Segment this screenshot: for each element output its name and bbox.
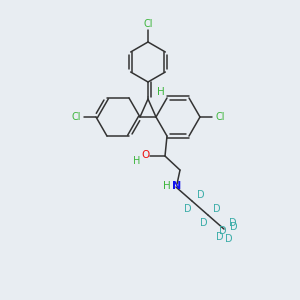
- Text: H: H: [133, 156, 141, 166]
- Text: D: D: [216, 232, 224, 242]
- Text: H: H: [163, 181, 171, 191]
- Text: O: O: [141, 150, 149, 160]
- Text: N: N: [172, 181, 182, 191]
- Text: D: D: [184, 204, 192, 214]
- Text: H: H: [157, 87, 165, 97]
- Text: D: D: [225, 234, 233, 244]
- Text: D: D: [200, 218, 208, 228]
- Text: Cl: Cl: [143, 19, 153, 29]
- Text: D: D: [197, 190, 205, 200]
- Text: D: D: [230, 222, 238, 232]
- Text: D: D: [213, 204, 221, 214]
- Text: D: D: [219, 226, 227, 236]
- Text: Cl: Cl: [215, 112, 225, 122]
- Text: Cl: Cl: [71, 112, 81, 122]
- Text: D: D: [229, 218, 237, 228]
